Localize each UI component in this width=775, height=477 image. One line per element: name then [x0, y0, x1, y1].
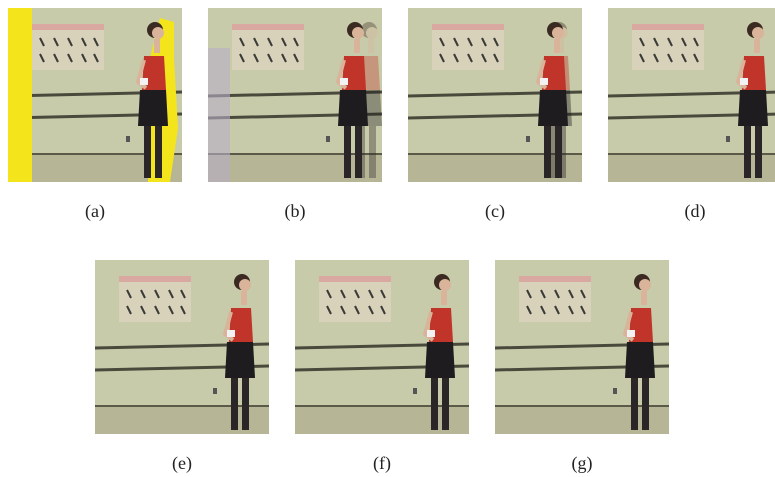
panel-caption: (e) [95, 453, 269, 474]
panel-image [8, 8, 182, 182]
panel-caption: (a) [8, 201, 182, 222]
panel-image [495, 260, 669, 434]
panel-caption: (f) [295, 453, 469, 474]
panel-image [608, 8, 775, 182]
panel-image [295, 260, 469, 434]
panel-image [208, 8, 382, 182]
panel-caption: (c) [408, 201, 582, 222]
panel-image [408, 8, 582, 182]
panel-caption: (g) [495, 453, 669, 474]
panel-caption: (b) [208, 201, 382, 222]
panel-caption: (d) [608, 201, 775, 222]
panel-image [95, 260, 269, 434]
figure: (a) (b) (c) (d) (e) (f) (g) [0, 0, 775, 477]
